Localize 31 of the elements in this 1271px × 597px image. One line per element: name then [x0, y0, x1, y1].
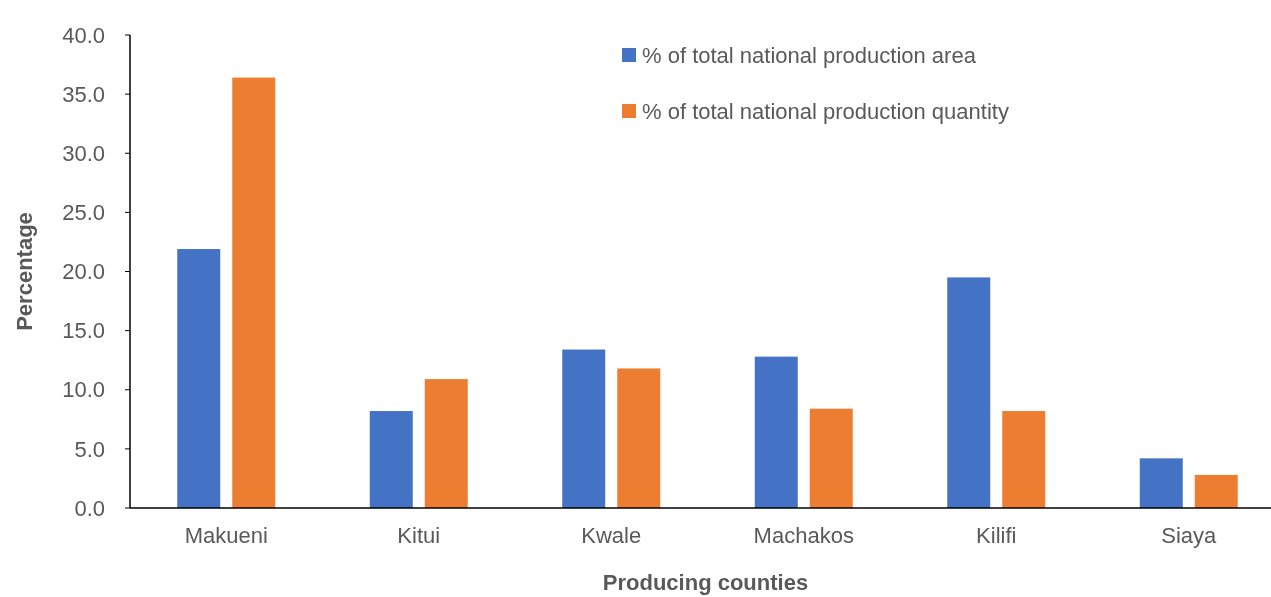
bar	[232, 77, 276, 508]
y-tick-label: 20.0	[62, 259, 105, 285]
bar	[1002, 411, 1046, 508]
y-tick-label: 25.0	[62, 200, 105, 226]
x-tick-label: Machakos	[753, 523, 854, 548]
y-tick-label: 0.0	[74, 495, 105, 521]
bar	[177, 249, 221, 508]
bar	[369, 411, 413, 508]
bar	[562, 349, 606, 508]
y-tick-label: 40.0	[62, 22, 105, 48]
y-axis-title: Percentage	[12, 212, 37, 331]
y-tick-label: 5.0	[74, 436, 105, 462]
bar	[947, 277, 991, 508]
legend-label: % of total national production area	[642, 42, 977, 68]
x-tick-label: Siaya	[1161, 523, 1218, 548]
bar	[754, 356, 798, 508]
bar	[424, 379, 468, 508]
x-tick-label: Kilifi	[976, 523, 1017, 548]
y-tick-label: 10.0	[62, 377, 105, 403]
y-tick-label: 15.0	[62, 318, 105, 344]
legend-label: % of total national production quantity	[642, 98, 1009, 124]
y-tick-label: 35.0	[62, 81, 105, 107]
bar	[809, 408, 853, 508]
bar	[1194, 474, 1238, 508]
bar	[1139, 458, 1183, 508]
x-axis-title: Producing counties	[602, 570, 809, 595]
x-tick-label: Kitui	[397, 523, 441, 548]
bar	[617, 368, 661, 508]
x-tick-label: Kwale	[581, 523, 642, 548]
y-tick-label: 30.0	[62, 140, 105, 166]
x-tick-label: Makueni	[184, 523, 268, 548]
